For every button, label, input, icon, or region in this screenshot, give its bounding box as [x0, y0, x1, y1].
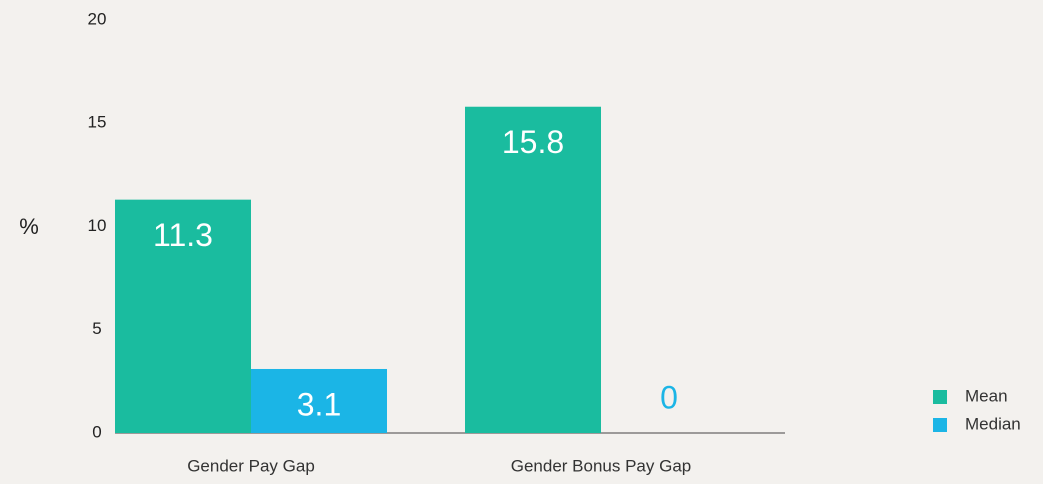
y-tick-label: 20	[88, 9, 107, 28]
legend-label: Mean	[965, 386, 1008, 405]
legend-swatch	[933, 418, 947, 432]
legend-swatch	[933, 390, 947, 404]
bar	[115, 199, 251, 433]
value-label: 11.3	[153, 217, 213, 253]
x-tick-label: Gender Pay Gap	[187, 456, 315, 475]
y-tick-label: 0	[92, 422, 101, 441]
bar	[465, 106, 601, 433]
bar	[251, 368, 387, 433]
x-tick-label: Gender Bonus Pay Gap	[511, 456, 692, 475]
value-label: 15.8	[502, 124, 564, 160]
y-tick-label: 5	[92, 319, 101, 338]
legend-label: Median	[965, 414, 1021, 433]
value-label: 0	[660, 379, 678, 415]
y-tick-label: 10	[88, 216, 107, 235]
y-tick-label: 15	[88, 113, 107, 132]
y-axis-label: %	[19, 214, 39, 239]
value-label: 3.1	[297, 386, 341, 422]
